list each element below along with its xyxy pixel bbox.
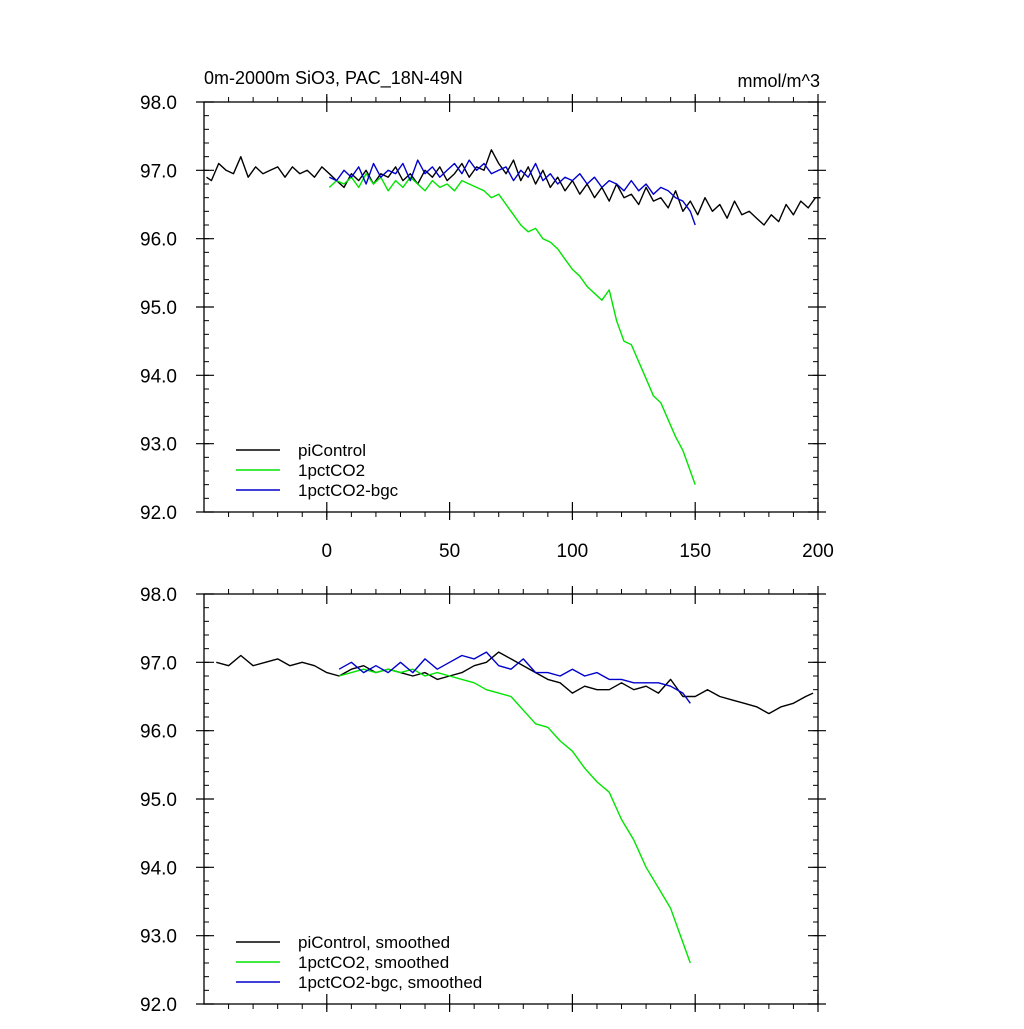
y-tick-label: 95.0 bbox=[140, 298, 177, 319]
y-tick-label: 96.0 bbox=[140, 722, 177, 743]
bottom-panel: 92.0 93.0 94.0 95.0 96.0 97.0 98.0 piControl, … bbox=[140, 585, 826, 1016]
series-line bbox=[328, 172, 696, 485]
series-line bbox=[206, 149, 821, 226]
legend-label: 1pctCO2, smoothed bbox=[298, 953, 449, 972]
y-tick-label: 96.0 bbox=[140, 230, 177, 251]
y-tick-label: 93.0 bbox=[140, 435, 177, 456]
legend-label: 1pctCO2 bbox=[298, 461, 365, 480]
y-tick-label: 94.0 bbox=[140, 858, 177, 879]
series-line bbox=[338, 668, 691, 964]
y-tick-label: 94.0 bbox=[140, 366, 177, 387]
series-lines bbox=[206, 149, 821, 485]
x-tick-label: 100 bbox=[557, 541, 589, 562]
legend-label: 1pctCO2-bgc bbox=[298, 481, 399, 500]
y-tick-label: 93.0 bbox=[140, 927, 177, 948]
y-axis: 92.0 93.0 94.0 95.0 96.0 97.0 98.0 bbox=[140, 93, 826, 524]
x-axis bbox=[326, 586, 819, 1012]
y-tick-label: 98.0 bbox=[140, 93, 177, 114]
legend-label: piControl, smoothed bbox=[298, 933, 450, 952]
series-line bbox=[329, 159, 696, 226]
series-lines bbox=[216, 651, 814, 964]
y-tick-label: 92.0 bbox=[140, 503, 177, 524]
legend-label: piControl bbox=[298, 441, 366, 460]
x-tick-label: 150 bbox=[679, 541, 711, 562]
legend-label: 1pctCO2-bgc, smoothed bbox=[298, 973, 482, 992]
y-tick-label: 97.0 bbox=[140, 161, 177, 182]
x-tick-label: 200 bbox=[802, 541, 834, 562]
series-line bbox=[338, 651, 691, 704]
y-tick-label: 95.0 bbox=[140, 790, 177, 811]
y-tick-label: 98.0 bbox=[140, 585, 177, 606]
top-panel: 0m-2000m SiO3, PAC_18N-49N mmol/m^3 92.0… bbox=[140, 68, 834, 562]
y-tick-label: 97.0 bbox=[140, 653, 177, 674]
y-tick-label: 92.0 bbox=[140, 995, 177, 1016]
series-line bbox=[216, 651, 814, 715]
y-axis: 92.0 93.0 94.0 95.0 96.0 97.0 98.0 bbox=[140, 585, 826, 1016]
units-label: mmol/m^3 bbox=[738, 71, 820, 91]
x-tick-label: 0 bbox=[322, 541, 333, 562]
chart-title: 0m-2000m SiO3, PAC_18N-49N bbox=[204, 68, 463, 89]
x-tick-label: 50 bbox=[439, 541, 460, 562]
x-axis: 0 50 100 150 200 bbox=[322, 94, 834, 562]
